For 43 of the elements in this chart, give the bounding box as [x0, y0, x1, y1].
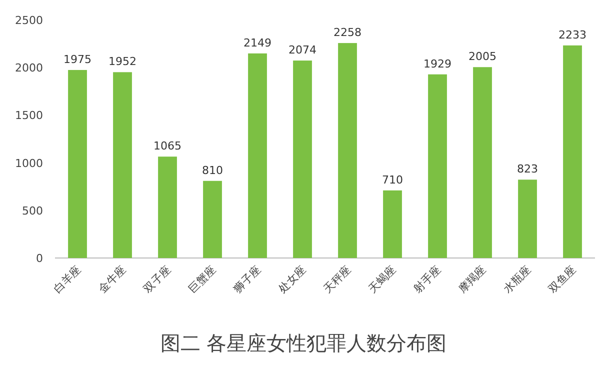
- x-tick-label: 天秤座: [321, 262, 354, 296]
- data-label: 1065: [154, 140, 182, 153]
- x-tick-label: 处女座: [276, 262, 309, 296]
- x-tick-label: 双鱼座: [546, 262, 579, 296]
- x-tick-label: 巨蟹座: [186, 262, 219, 296]
- data-label: 710: [382, 173, 403, 186]
- data-label: 823: [517, 162, 538, 176]
- y-tick-label: 1500: [15, 109, 43, 122]
- x-tick-label: 白羊座: [51, 262, 84, 296]
- data-label: 1975: [64, 52, 92, 66]
- bar: [113, 72, 132, 258]
- data-label: 2074: [288, 44, 316, 57]
- bar: [563, 45, 582, 258]
- bar: [473, 67, 492, 258]
- y-tick-label: 2000: [15, 62, 43, 75]
- data-label: 2149: [244, 36, 272, 50]
- bar: [203, 180, 222, 258]
- bar: [383, 190, 402, 258]
- bar: [68, 70, 87, 258]
- data-label: 810: [202, 164, 223, 177]
- x-tick-label: 射手座: [411, 262, 444, 296]
- text: 图二 各星座女性犯罪人数分布图: [160, 331, 447, 355]
- data-label: 2233: [558, 28, 586, 42]
- bar: [518, 180, 537, 258]
- data-label: 2258: [334, 26, 362, 40]
- data-label: 1952: [108, 55, 136, 68]
- x-tick-label: 天蝎座: [366, 262, 399, 296]
- y-tick-label: 500: [22, 204, 43, 218]
- bar: [428, 74, 447, 258]
- x-tick-label: 水瓶座: [501, 262, 534, 296]
- x-tick-label: 狮子座: [231, 262, 264, 296]
- x-tick-label: 金牛座: [96, 262, 129, 296]
- x-tick-label: 双子座: [141, 262, 174, 296]
- x-tick-label: 摩羯座: [456, 262, 489, 296]
- data-label: 1929: [424, 57, 452, 70]
- y-tick-label: 2500: [15, 14, 43, 27]
- bar: [338, 43, 357, 258]
- bar: [248, 53, 267, 258]
- bar: [293, 60, 312, 258]
- y-tick-label: 0: [36, 252, 43, 265]
- data-label: 2005: [468, 50, 496, 64]
- y-tick-label: 1000: [15, 156, 43, 170]
- bar: [158, 156, 177, 258]
